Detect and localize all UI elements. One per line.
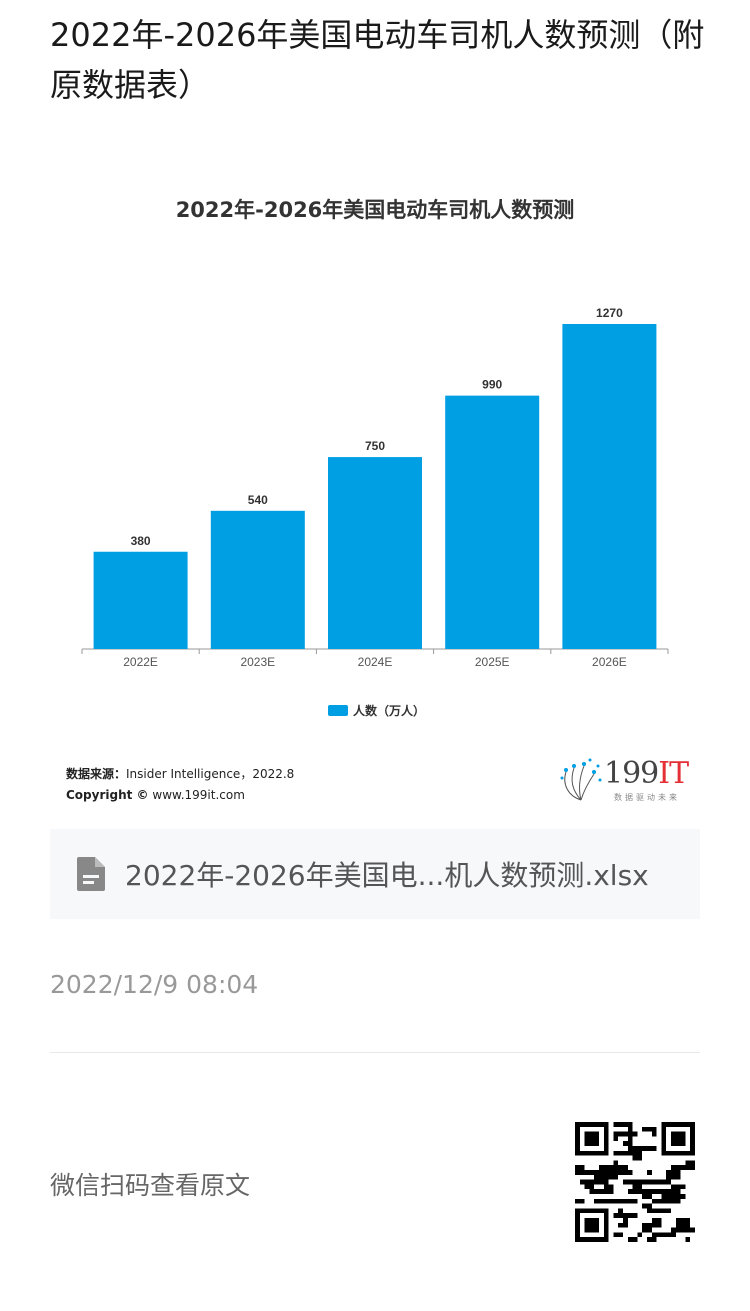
x-tick-2026E: 2026E (592, 655, 627, 669)
qr-code (575, 1122, 695, 1242)
199it-logo: 199IT 数据驱动未来 (558, 756, 698, 806)
bar-2023E (210, 510, 305, 649)
bar-2025E (445, 395, 540, 649)
x-tick-2023E: 2023E (240, 655, 275, 669)
x-tick-2022E: 2022E (123, 655, 158, 669)
legend-label: 人数（万人） (353, 704, 426, 718)
bar-2026E (562, 324, 657, 649)
divider (50, 1052, 700, 1053)
logo-wordmark: 199IT (604, 756, 689, 791)
bar-chart: 380 2022E 540 2023E 750 2024E 990 2025E 1270 2026… (81, 306, 669, 669)
qr-label: 微信扫码查看原文 (50, 1171, 251, 1200)
file-document-icon (77, 857, 105, 891)
logo-dandelion-icon (560, 758, 602, 801)
data-label-2023E: 540 (248, 493, 268, 507)
legend-swatch (328, 705, 348, 716)
source-text: Insider Intelligence，2022.8 (126, 767, 295, 781)
bar-2024E (328, 457, 422, 649)
data-label-2024E: 750 (365, 439, 385, 453)
attachment-file-card[interactable]: 2022年-2026年美国电...机人数预测.xlsx (50, 829, 700, 919)
data-label-2022E: 380 (131, 534, 151, 548)
x-tick-2024E: 2024E (358, 655, 393, 669)
data-label-2025E: 990 (482, 378, 502, 392)
source-label: 数据来源： (66, 767, 127, 781)
page-title: 2022年-2026年美国电动车司机人数预测（附原数据表） (50, 16, 705, 104)
data-source: 数据来源：Insider Intelligence，2022.8 Copyrig… (66, 764, 294, 806)
x-tick-2025E: 2025E (475, 655, 510, 669)
copyright-text: www.199it.com (152, 788, 245, 802)
logo-tagline: 数据驱动未来 (614, 793, 680, 802)
data-label-2026E: 1270 (596, 306, 623, 320)
chart-legend: 人数（万人） (328, 702, 425, 719)
file-name: 2022年-2026年美国电...机人数预测.xlsx (125, 859, 649, 892)
chart-title: 2022年-2026年美国电动车司机人数预测 (175, 198, 575, 222)
copyright-label: Copyright © (66, 788, 149, 802)
publish-timestamp: 2022/12/9 08:04 (50, 970, 259, 999)
bar-2022E (93, 551, 188, 649)
